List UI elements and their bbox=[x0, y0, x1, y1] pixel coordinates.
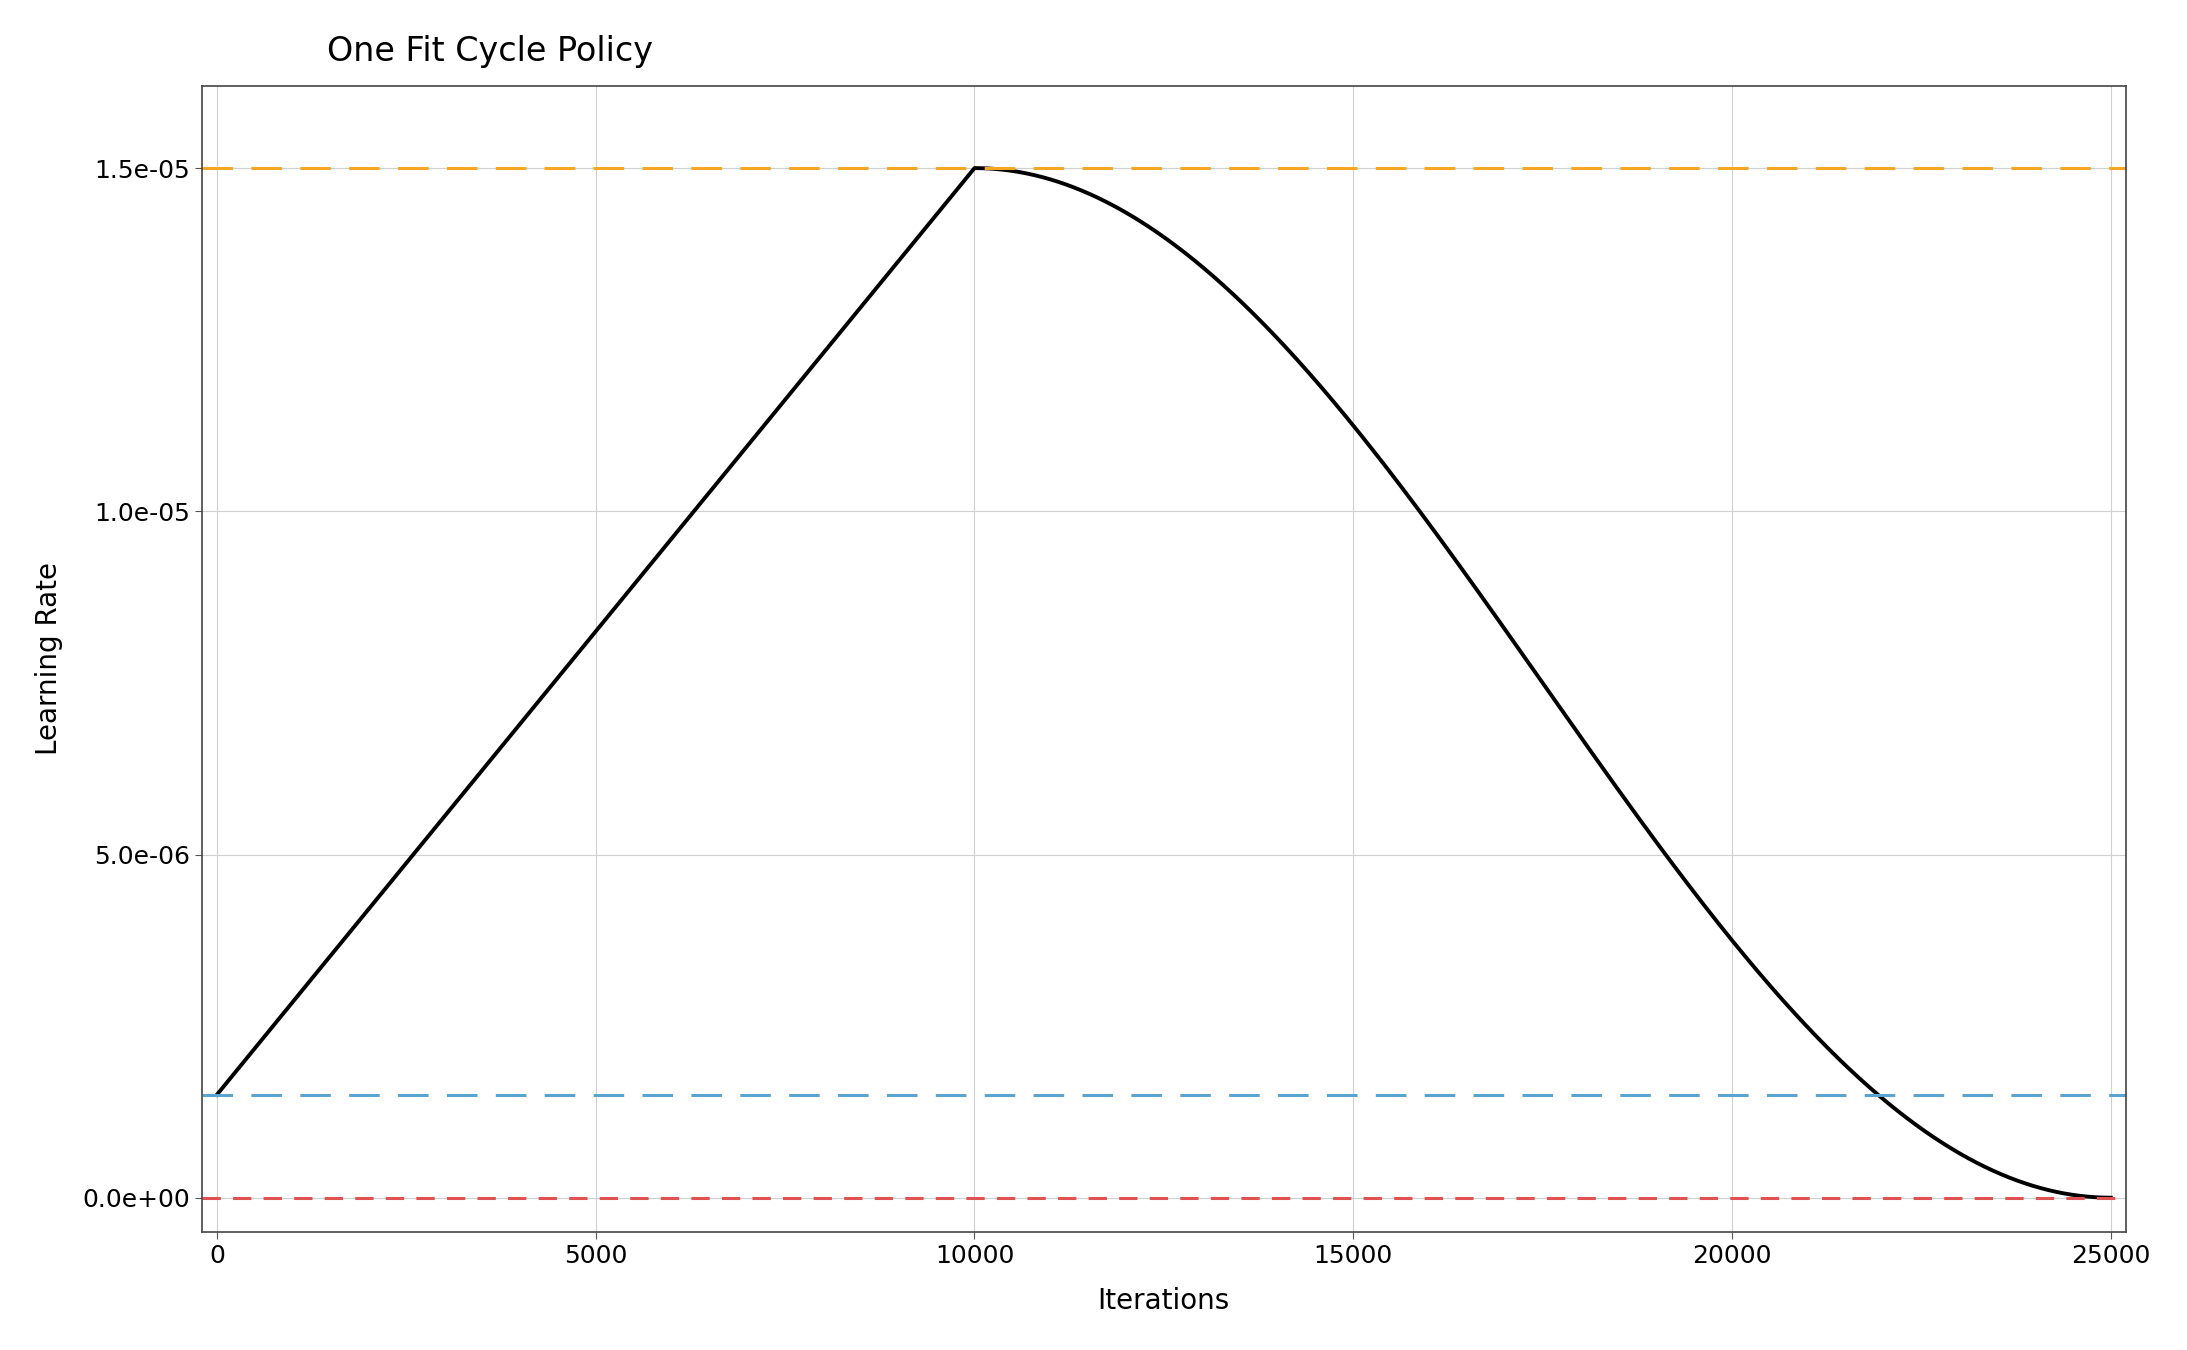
X-axis label: Iterations: Iterations bbox=[1098, 1288, 1229, 1315]
Text: One Fit Cycle Policy: One Fit Cycle Policy bbox=[326, 35, 652, 68]
Y-axis label: Learning Rate: Learning Rate bbox=[35, 563, 63, 756]
